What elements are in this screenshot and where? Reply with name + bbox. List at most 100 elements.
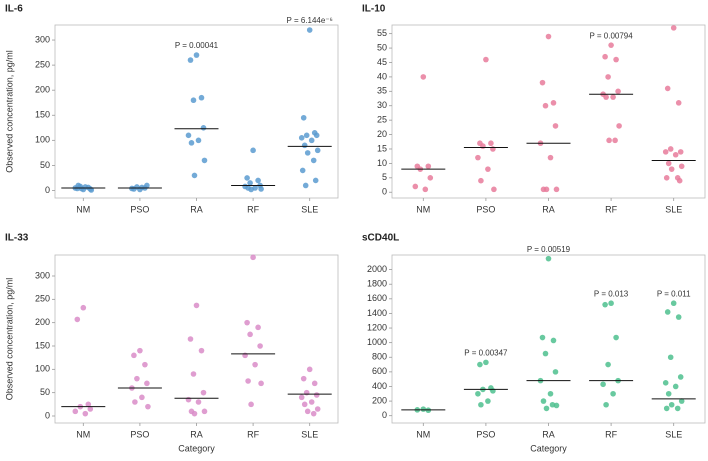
data-point (420, 74, 427, 80)
data-point (310, 157, 317, 164)
data-point (193, 302, 200, 309)
data-point (306, 366, 313, 373)
data-point (425, 163, 432, 170)
x-tick-label: RA (190, 204, 203, 214)
data-point (547, 154, 554, 161)
y-tick-label: 1800 (367, 279, 387, 289)
y-tick-label: 0 (45, 410, 50, 420)
x-tick-label: RF (247, 204, 259, 214)
x-tick-label: NM (76, 204, 90, 214)
y-tick-label: 5 (382, 172, 387, 182)
data-point (190, 371, 197, 377)
y-tick-label: 15 (377, 143, 387, 153)
data-point (613, 56, 619, 63)
y-tick-label: 0 (382, 410, 387, 420)
p-value-annotation: P = 0.013 (594, 289, 629, 298)
data-point (663, 405, 670, 412)
y-tick-label: 2000 (367, 264, 387, 274)
data-point (608, 300, 614, 307)
data-point (313, 392, 320, 398)
data-point (314, 147, 321, 154)
data-point (678, 398, 685, 404)
data-point (616, 123, 622, 129)
y-tick-label: 1000 (367, 337, 387, 347)
y-tick-label: 50 (377, 42, 387, 52)
data-point (72, 408, 79, 415)
data-point (664, 309, 671, 315)
x-tick-label: RF (605, 429, 617, 439)
data-point (475, 154, 481, 161)
y-tick-label: 20 (377, 129, 387, 139)
data-point (303, 132, 310, 139)
data-point (602, 53, 608, 60)
data-point (539, 334, 546, 341)
data-point (142, 361, 148, 368)
x-tick-label: SLE (301, 204, 318, 214)
data-point (137, 347, 143, 354)
data-point (547, 390, 554, 397)
p-value-annotation: P = 0.011 (657, 289, 691, 298)
x-axis-label: Category (178, 443, 215, 453)
data-point (255, 177, 261, 184)
data-point (131, 352, 137, 359)
data-point (480, 143, 486, 149)
x-tick-label: SLE (665, 204, 682, 214)
y-tick-label: 0 (382, 187, 387, 197)
data-point (201, 408, 208, 415)
data-point (668, 166, 675, 172)
data-point (300, 375, 307, 382)
data-point (200, 389, 207, 396)
data-point (605, 74, 611, 80)
y-tick-label: 250 (35, 294, 50, 304)
data-point (542, 350, 549, 357)
data-point (185, 396, 192, 403)
data-point (298, 394, 305, 401)
data-point (672, 151, 679, 158)
plot-frame (391, 254, 706, 424)
data-point (540, 398, 547, 404)
data-point (80, 304, 87, 311)
data-point (483, 359, 489, 366)
x-tick-label: SLE (301, 429, 318, 439)
data-point (605, 361, 611, 368)
data-point (308, 399, 315, 405)
y-axis-label: Observed concentration, pg/ml (4, 278, 14, 401)
data-point (665, 390, 672, 397)
y-tick-label: 40 (377, 71, 387, 81)
data-point (298, 135, 305, 141)
y-tick-label: 100 (35, 364, 50, 374)
y-tick-label: 600 (372, 366, 387, 376)
y-tick-label: 800 (372, 352, 387, 362)
panel-title: IL-10 (362, 4, 386, 15)
data-point (144, 380, 150, 387)
x-tick-label: NM (416, 429, 430, 439)
p-value-annotation: P = 0.00347 (464, 348, 508, 357)
data-point (191, 410, 198, 417)
data-point (82, 410, 89, 417)
data-point (134, 184, 140, 190)
data-point (678, 163, 685, 170)
data-point (676, 177, 683, 184)
data-point (420, 406, 427, 412)
data-point (677, 149, 684, 155)
data-point (615, 88, 621, 95)
y-tick-label: 300 (35, 34, 50, 44)
data-point (144, 182, 150, 189)
data-point (304, 408, 311, 415)
x-tick-label: RF (605, 204, 617, 214)
data-point (310, 410, 317, 417)
y-tick-label: 50 (40, 387, 50, 397)
data-point (88, 187, 95, 193)
data-point (312, 177, 319, 184)
data-point (244, 175, 250, 181)
y-tick-label: 30 (377, 100, 387, 110)
data-point (195, 399, 202, 405)
data-point (552, 369, 559, 375)
p-value-annotation: P = 0.00519 (527, 245, 571, 254)
data-point (667, 146, 674, 152)
data-point (301, 401, 308, 408)
data-point (670, 300, 677, 307)
data-point (612, 137, 618, 144)
data-point (677, 374, 684, 380)
data-point (664, 85, 671, 92)
